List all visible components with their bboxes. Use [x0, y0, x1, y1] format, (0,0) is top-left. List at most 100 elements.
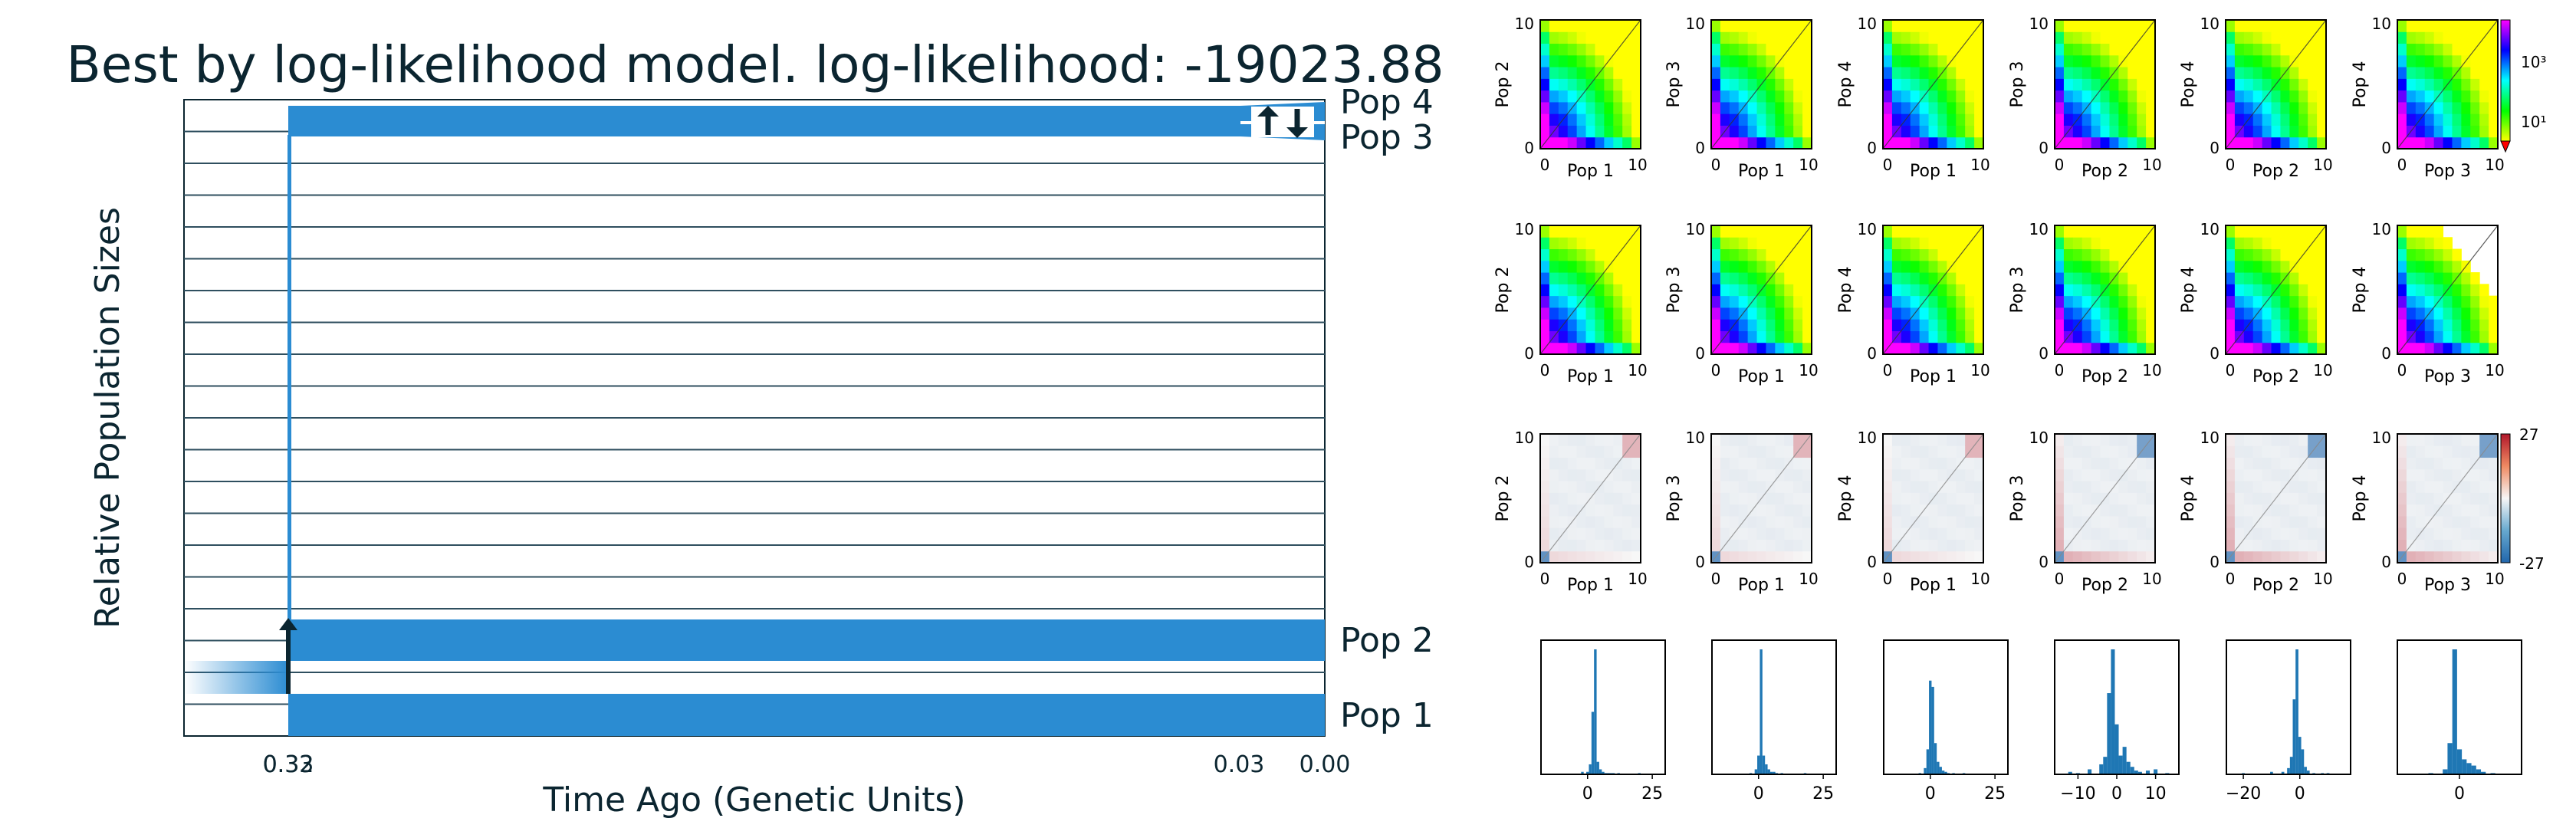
heatmap-cell	[2424, 136, 2435, 150]
heatmap-cell	[2118, 457, 2128, 470]
heatmap-cell	[2289, 43, 2299, 56]
heatmap-cell	[2289, 550, 2299, 564]
heatmap-cell	[2406, 284, 2417, 297]
heatmap-cell	[2091, 550, 2101, 564]
heatmap-cell	[2072, 90, 2083, 103]
histogram-bar	[2137, 771, 2142, 774]
heatmap-cell	[2082, 248, 2092, 261]
heatmap-cell	[2489, 54, 2499, 67]
heatmap-cell	[1756, 136, 1766, 150]
heatmap-cell	[1937, 527, 1947, 540]
heatmap-cell	[1622, 307, 1632, 320]
heatmap-cell	[2397, 31, 2407, 44]
heatmap-cell	[1891, 272, 1902, 284]
heatmap-cell	[1558, 237, 1569, 250]
heatmap-cell	[2470, 539, 2480, 552]
heatmap-cell	[2289, 527, 2299, 540]
heatmap-cell	[2461, 481, 2471, 493]
diagonal-line	[1710, 19, 1812, 150]
heatmap-cell	[1766, 260, 1776, 273]
heatmap-cell	[2252, 260, 2263, 273]
heatmap-cell	[1784, 237, 1794, 250]
heatmap-cell	[1729, 248, 1740, 261]
heatmap-cell	[1910, 90, 1921, 103]
heatmap-cell	[1567, 67, 1578, 79]
heatmap-cell	[2461, 434, 2471, 446]
heatmap-cell	[2072, 136, 2083, 150]
heatmap-cell	[1622, 125, 1632, 138]
heatmap-cell	[1729, 481, 1740, 493]
heatmap-cell	[2072, 434, 2083, 446]
heatmap-cell	[1747, 43, 1758, 56]
heatmap-cell	[1576, 527, 1587, 540]
heatmap-cell	[1595, 434, 1605, 446]
x-tick-label: 0	[2295, 784, 2305, 803]
heatmap-cell	[2271, 295, 2281, 308]
heatmap-cell	[2298, 434, 2308, 446]
heatmap-cell	[1956, 492, 1966, 505]
heatmap-cell	[1919, 284, 1930, 297]
heatmap-cell	[2280, 90, 2290, 103]
heatmap-cell	[2470, 54, 2480, 67]
heatmap-cell	[1956, 550, 1966, 564]
heatmap-cell	[2479, 330, 2489, 343]
heatmap-cell	[2063, 445, 2074, 458]
heatmap-cell	[1558, 550, 1569, 564]
y-tick-label: 10	[2200, 220, 2220, 238]
heatmap-cell	[1910, 260, 1921, 273]
heatmap-cell	[2317, 504, 2327, 517]
x-tick-label: 0	[1711, 361, 1721, 380]
diagonal-line	[1539, 225, 1641, 355]
heatmap-cell	[1784, 67, 1794, 79]
heatmap-cell	[1604, 67, 1614, 79]
heatmap-cell	[1558, 136, 1569, 150]
heatmap-cell	[1974, 43, 1984, 56]
heatmap-cell	[2226, 445, 2236, 458]
heatmap-cell	[1937, 319, 1947, 331]
heatmap-cell	[1576, 260, 1587, 273]
heatmap-cell	[1604, 342, 1614, 355]
x-axis-label: Pop 1	[1738, 162, 1785, 181]
heatmap-cell	[2298, 260, 2308, 273]
heatmap-cell	[2063, 67, 2074, 79]
heatmap-cell	[1747, 457, 1758, 470]
heatmap-cell	[1711, 260, 1721, 273]
heatmap-cell	[1775, 272, 1785, 284]
heatmap-cell	[1802, 481, 1812, 493]
heatmap-cell	[1883, 481, 1893, 493]
heatmap-cell	[2317, 54, 2327, 67]
heatmap-cell	[2234, 445, 2245, 458]
heatmap-cell	[2406, 272, 2417, 284]
heatmap-cell	[2452, 527, 2462, 540]
heatmap-cell	[1891, 237, 1902, 250]
heatmap-cell	[2433, 307, 2444, 320]
heatmap-cell	[2100, 539, 2110, 552]
heatmap-cell	[1595, 319, 1605, 331]
heatmap-cell	[1738, 527, 1749, 540]
heatmap-cell	[1711, 457, 1721, 470]
heatmap-cell	[2415, 515, 2426, 528]
heatmap-cell	[1756, 31, 1766, 44]
heatmap-cell	[1947, 434, 1957, 446]
heatmap-cell	[1956, 225, 1966, 238]
heatmap-cell	[2433, 527, 2444, 540]
heatmap-cell	[2443, 468, 2453, 481]
heatmap-cell	[1756, 445, 1766, 458]
heatmap-cell	[1729, 237, 1740, 250]
heatmap-cell	[2243, 54, 2254, 67]
histogram-bar	[2145, 770, 2150, 774]
heatmap-cell	[1604, 43, 1614, 56]
heatmap-cell	[2443, 445, 2453, 458]
heatmap-cell	[1910, 492, 1921, 505]
heatmap-cell	[2424, 319, 2435, 331]
heatmap-cell	[2072, 504, 2083, 517]
heatmap-cell	[2234, 307, 2245, 320]
heatmap-cell	[1595, 136, 1605, 150]
heatmap-cell	[2137, 539, 2147, 552]
heatmap-cell	[2082, 125, 2092, 138]
heatmap-cell	[1747, 330, 1758, 343]
heatmap-cell	[1738, 481, 1749, 493]
heatmap-cell	[1567, 504, 1578, 517]
